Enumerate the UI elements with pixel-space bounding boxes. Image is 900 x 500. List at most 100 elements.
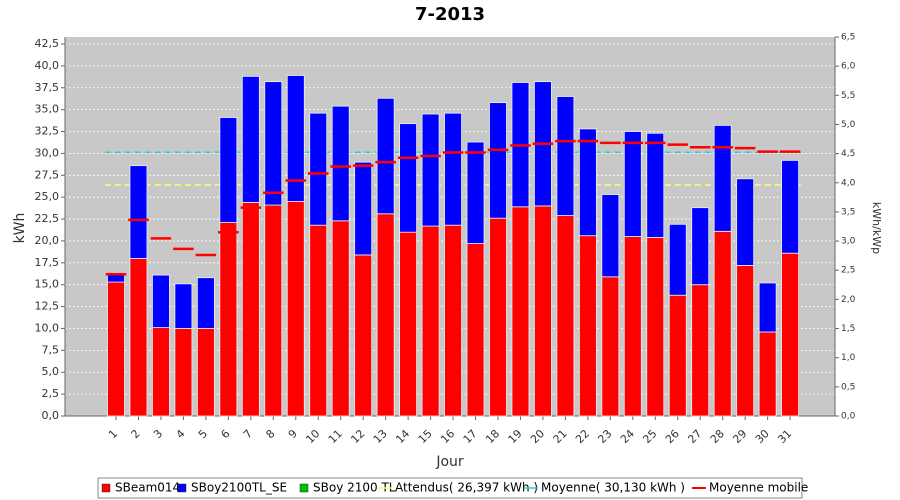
x-tick-label: 27 bbox=[685, 427, 704, 446]
legend-swatch bbox=[177, 483, 187, 493]
x-tick-label: 6 bbox=[218, 427, 232, 441]
x-tick-label: 1 bbox=[106, 427, 120, 441]
bar bbox=[781, 160, 799, 254]
x-tick-label: 5 bbox=[196, 427, 210, 441]
y-tick-label: 27,5 bbox=[35, 168, 60, 181]
legend bbox=[97, 477, 803, 499]
y2-tick-label: 3,0 bbox=[841, 237, 856, 247]
chart-title: 7-2013 bbox=[415, 4, 485, 25]
bar bbox=[241, 75, 260, 203]
x-tick-label: 31 bbox=[775, 427, 794, 446]
legend-swatch bbox=[299, 483, 309, 493]
y-tick-label: 35,0 bbox=[35, 103, 60, 116]
y2-tick-label: 5,0 bbox=[841, 120, 856, 130]
y2-tick-label: 4,5 bbox=[841, 149, 855, 159]
x-tick-label: 13 bbox=[371, 427, 390, 446]
y2-tick-label: 2,5 bbox=[841, 266, 855, 276]
bar bbox=[691, 207, 710, 286]
y-tick-label: 15,0 bbox=[35, 278, 60, 291]
x-tick-label: 30 bbox=[753, 427, 772, 446]
y2-tick-label: 1,0 bbox=[841, 353, 856, 363]
bar bbox=[758, 331, 777, 417]
y2-tick-label: 5,5 bbox=[841, 91, 855, 101]
y-tick-label: 7,5 bbox=[42, 343, 60, 356]
bar bbox=[264, 204, 283, 417]
bar bbox=[444, 112, 462, 226]
x-tick-label: 15 bbox=[416, 427, 435, 446]
bar bbox=[466, 243, 485, 417]
bar bbox=[736, 178, 755, 266]
y-tick-label: 10,0 bbox=[35, 321, 60, 334]
bar bbox=[196, 277, 215, 329]
bar bbox=[556, 215, 575, 417]
x-tick-label: 24 bbox=[618, 427, 637, 446]
x-tick-label: 25 bbox=[640, 427, 659, 446]
y2-tick-label: 2,0 bbox=[841, 295, 856, 305]
x-tick-label: 21 bbox=[551, 427, 570, 446]
bar bbox=[623, 131, 642, 237]
bar bbox=[219, 222, 238, 417]
x-tick-label: 26 bbox=[663, 427, 682, 446]
x-tick-label: 19 bbox=[506, 427, 525, 446]
bar bbox=[534, 205, 552, 417]
bar bbox=[668, 294, 687, 417]
x-tick-label: 9 bbox=[286, 427, 300, 441]
legend-label: Moyenne( 30,130 kWh ) bbox=[541, 481, 685, 495]
x-tick-label: 17 bbox=[461, 427, 480, 446]
x-tick-label: 12 bbox=[348, 427, 367, 446]
y2-tick-label: 6,5 bbox=[841, 33, 855, 43]
bar bbox=[264, 81, 283, 206]
x-tick-label: 2 bbox=[129, 427, 143, 441]
bar bbox=[444, 224, 462, 417]
y2-tick-label: 3,5 bbox=[841, 207, 855, 217]
bar bbox=[466, 141, 485, 244]
legend-swatch bbox=[101, 483, 111, 493]
bar bbox=[354, 254, 373, 417]
y2-tick-label: 0,0 bbox=[841, 412, 856, 422]
y-tick-label: 0,0 bbox=[42, 409, 60, 422]
bar bbox=[309, 224, 328, 417]
bar bbox=[781, 252, 799, 417]
y-tick-label: 37,5 bbox=[35, 81, 60, 94]
legend-label: Moyenne mobile bbox=[709, 481, 808, 495]
x-tick-label: 29 bbox=[730, 427, 749, 446]
x-tick-label: 4 bbox=[174, 427, 188, 441]
y2-tick-label: 1,5 bbox=[841, 324, 855, 334]
y2-axis-title: kWh/kWp bbox=[870, 202, 883, 254]
y-tick-label: 20,0 bbox=[35, 234, 60, 247]
x-tick-label: 14 bbox=[393, 427, 412, 446]
bar bbox=[511, 206, 530, 417]
bar bbox=[331, 220, 350, 417]
bar bbox=[646, 237, 665, 417]
bar bbox=[399, 123, 418, 233]
bar bbox=[399, 231, 418, 417]
bar bbox=[129, 165, 148, 259]
x-tick-label: 20 bbox=[528, 427, 547, 446]
x-tick-label: 7 bbox=[241, 427, 255, 441]
bar bbox=[241, 202, 260, 417]
bar bbox=[601, 194, 620, 278]
bar bbox=[691, 284, 710, 417]
bar bbox=[152, 327, 170, 417]
y-tick-label: 5,0 bbox=[42, 365, 60, 378]
x-tick-label: 23 bbox=[595, 427, 614, 446]
y-tick-label: 30,0 bbox=[35, 146, 60, 159]
bar bbox=[152, 274, 170, 328]
y-tick-label: 25,0 bbox=[35, 190, 60, 203]
bar bbox=[758, 282, 777, 333]
bar bbox=[331, 105, 350, 222]
bar bbox=[376, 213, 395, 417]
bar bbox=[286, 75, 305, 202]
legend-label: SBoy2100TL_SE bbox=[191, 481, 287, 495]
y2-tick-label: 4,0 bbox=[841, 178, 856, 188]
x-tick-label: 16 bbox=[438, 427, 457, 446]
bar bbox=[601, 276, 620, 417]
y-tick-label: 42,5 bbox=[35, 37, 60, 50]
bar bbox=[646, 132, 665, 238]
bar bbox=[376, 97, 395, 215]
bar bbox=[107, 281, 125, 417]
y2-tick-label: 0,5 bbox=[841, 382, 855, 392]
bar bbox=[196, 328, 215, 417]
bar bbox=[354, 161, 373, 256]
x-tick-label: 3 bbox=[151, 427, 165, 441]
